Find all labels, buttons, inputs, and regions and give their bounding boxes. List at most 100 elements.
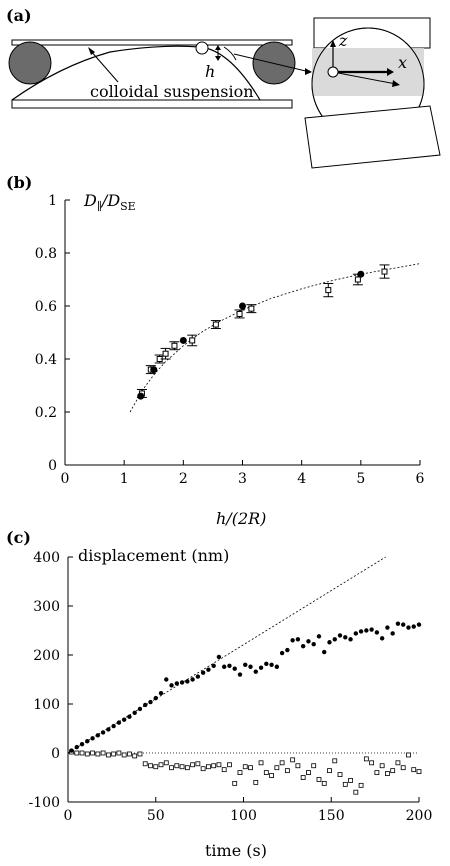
- square-point: [232, 780, 238, 786]
- circle-point: [306, 639, 311, 644]
- square-point: [171, 342, 178, 349]
- circle-point: [216, 654, 222, 660]
- square-point: [148, 763, 153, 769]
- y-tick-label: 0.2: [35, 405, 57, 421]
- square-point: [242, 764, 248, 770]
- square-point: [363, 756, 369, 762]
- y-tick-label: 100: [33, 697, 60, 713]
- circle-point: [232, 666, 237, 671]
- square-point: [237, 770, 243, 775]
- circle-point: [311, 642, 316, 647]
- inset-x-label: x: [398, 53, 407, 72]
- square-point: [385, 771, 390, 776]
- circle-point: [332, 637, 337, 642]
- circle-point: [211, 663, 216, 668]
- panel-b-label: (b): [6, 173, 32, 192]
- circle-point: [143, 702, 148, 708]
- circle-point: [239, 302, 246, 310]
- circle-point: [164, 677, 169, 682]
- square-point: [184, 765, 190, 771]
- circle-point: [316, 634, 322, 639]
- circle-point: [390, 631, 395, 636]
- panel-a-label: (a): [6, 6, 32, 25]
- y-tick-label: 0.8: [35, 246, 57, 262]
- x-tick-label: 200: [406, 808, 433, 824]
- square-point: [105, 752, 111, 758]
- square-point: [395, 760, 401, 766]
- square-point: [311, 763, 317, 769]
- square-point: [205, 764, 211, 770]
- circle-point: [269, 662, 274, 667]
- circle-point: [106, 727, 111, 732]
- left-spacer-bead: [8, 41, 52, 85]
- x-tick-label: 6: [416, 471, 425, 487]
- square-point: [153, 764, 159, 770]
- panel-b-xlabel: h/(2R): [216, 509, 266, 528]
- circle-point: [150, 366, 158, 374]
- x-tick-label: 4: [297, 471, 306, 487]
- suspension-label: colloidal suspension: [90, 82, 254, 101]
- circle-point: [79, 741, 85, 747]
- suspension-pointer-head: [88, 47, 95, 55]
- square-point: [400, 765, 406, 771]
- panel-c-marks: [67, 556, 422, 795]
- suspension-pointer: [89, 49, 119, 83]
- square-point: [116, 750, 122, 756]
- gap-arrow-head-bottom: [215, 56, 221, 61]
- circle-point: [195, 674, 201, 679]
- circle-point: [374, 630, 380, 635]
- square-point: [111, 751, 117, 757]
- square-point: [190, 762, 196, 768]
- circle-point: [243, 662, 248, 667]
- square-point: [162, 350, 169, 357]
- y-tick-label: 200: [33, 648, 60, 664]
- circle-point: [416, 622, 422, 627]
- square-point: [269, 773, 274, 778]
- square-point: [406, 752, 411, 758]
- circle-point: [85, 739, 90, 744]
- inset-particle: [327, 66, 339, 78]
- top-plate: [11, 39, 293, 46]
- panel-b-axes: 0 1 2 3 4 5 6 0 0.2 0.4 0.6 0.8 1: [35, 193, 425, 487]
- square-point: [169, 765, 174, 771]
- square-point: [358, 782, 364, 788]
- square-point: [279, 760, 285, 766]
- square-point: [274, 765, 280, 771]
- suspension-meniscus: [11, 45, 261, 101]
- probe-particle: [195, 41, 209, 55]
- y-tick-label: 400: [33, 550, 60, 566]
- bottom-plate: [11, 99, 293, 109]
- circle-point: [179, 680, 185, 685]
- gap-arrow-head-top: [215, 45, 221, 50]
- panel-c-ylabel: displacement (nm): [78, 546, 229, 565]
- square-point: [127, 751, 132, 757]
- circle-point: [190, 677, 195, 682]
- circle-point: [137, 706, 143, 712]
- x-tick-label: 0: [61, 471, 70, 487]
- circle-point: [148, 699, 153, 705]
- circle-point: [200, 670, 206, 675]
- square-point: [300, 775, 306, 780]
- circle-point: [227, 663, 232, 668]
- circle-point: [364, 628, 369, 633]
- square-point: [142, 761, 148, 767]
- inset-x-axis-head: [387, 68, 394, 76]
- circle-point: [153, 695, 158, 701]
- square-point: [95, 751, 101, 757]
- x-tick-label: 5: [356, 471, 365, 487]
- gap-label: h: [205, 62, 215, 81]
- inset-displacement-vector: [332, 71, 397, 85]
- square-point: [84, 751, 90, 757]
- circle-point: [358, 629, 364, 634]
- x-tick-label: 50: [147, 808, 165, 824]
- square-point: [374, 770, 380, 775]
- square-point: [253, 780, 259, 785]
- square-point: [195, 761, 201, 767]
- square-point: [236, 310, 243, 317]
- square-point: [248, 305, 255, 312]
- inset-z-label: z: [338, 31, 348, 50]
- panel-c-xlabel: time (s): [205, 841, 267, 860]
- ballistic-line: [67, 556, 386, 754]
- circle-point: [74, 744, 79, 750]
